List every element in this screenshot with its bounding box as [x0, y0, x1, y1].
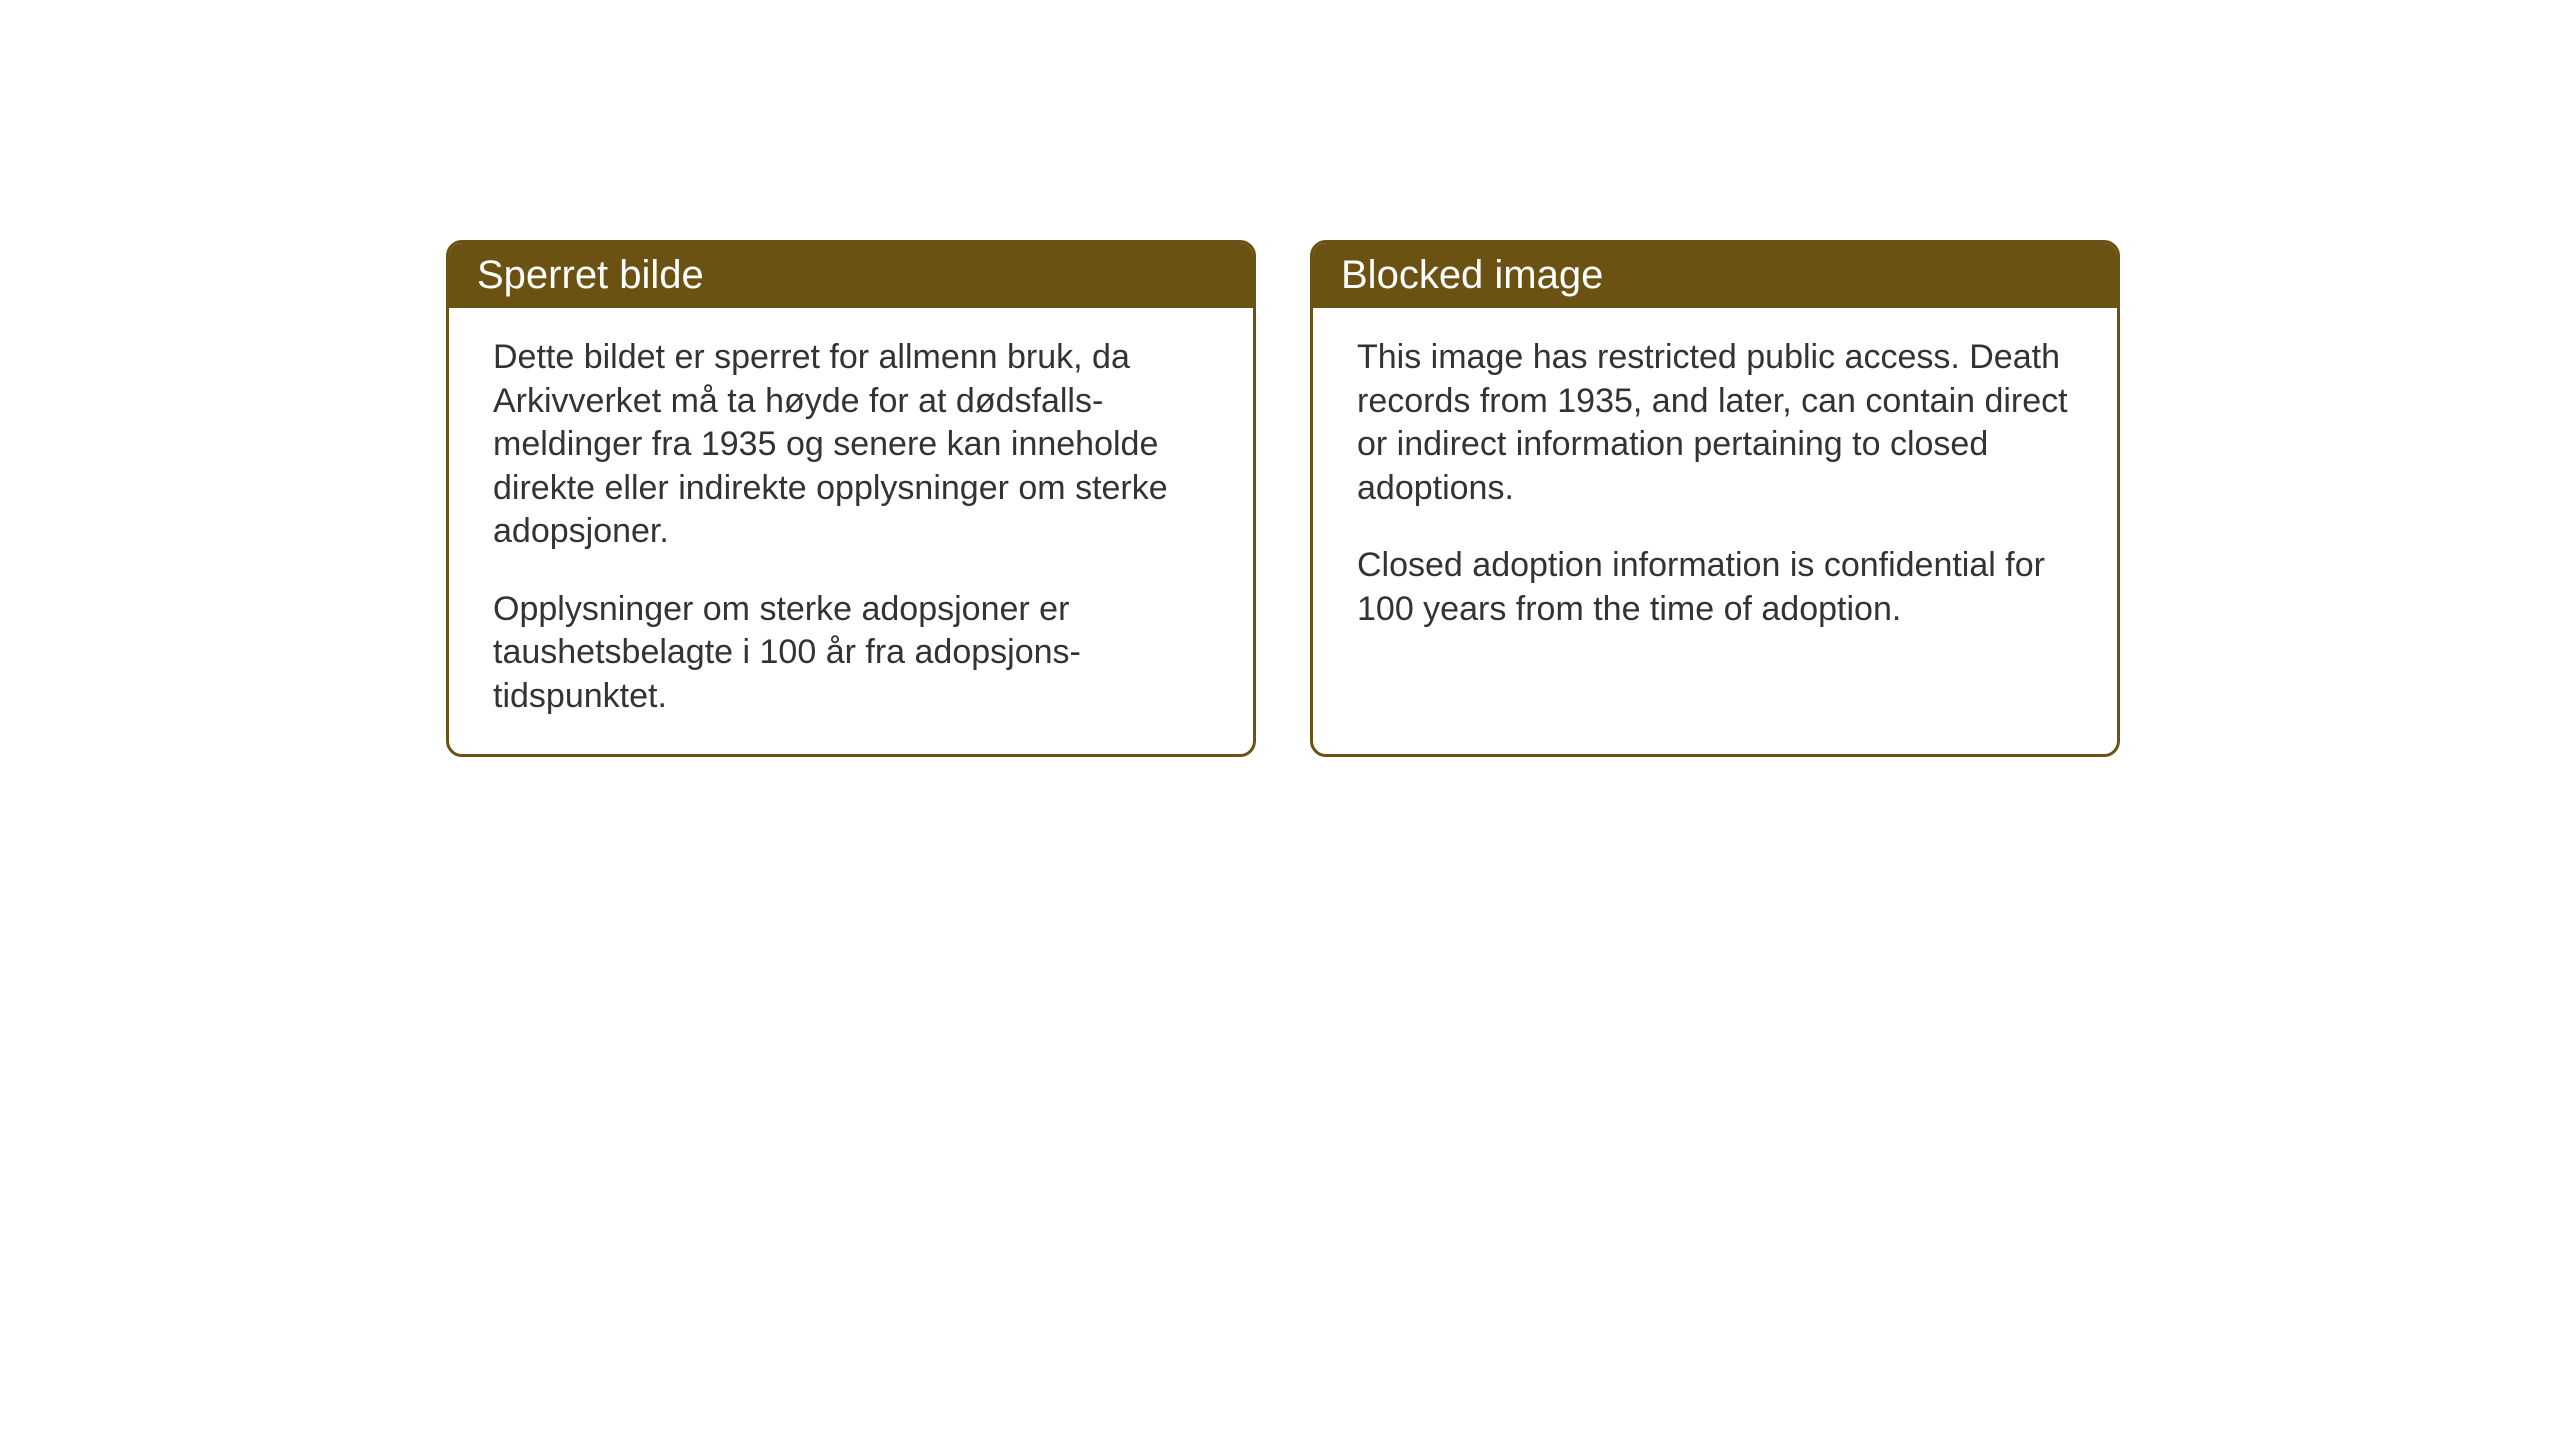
- norwegian-notice-body: Dette bildet er sperret for allmenn bruk…: [449, 308, 1253, 754]
- english-notice-body: This image has restricted public access.…: [1313, 308, 2117, 708]
- english-notice-box: Blocked image This image has restricted …: [1310, 240, 2120, 757]
- notice-container: Sperret bilde Dette bildet er sperret fo…: [446, 240, 2120, 757]
- english-paragraph-1: This image has restricted public access.…: [1357, 336, 2073, 510]
- norwegian-paragraph-2: Opplysninger om sterke adopsjoner er tau…: [493, 588, 1209, 719]
- english-paragraph-2: Closed adoption information is confident…: [1357, 544, 2073, 631]
- norwegian-paragraph-1: Dette bildet er sperret for allmenn bruk…: [493, 336, 1209, 554]
- english-notice-title: Blocked image: [1313, 243, 2117, 308]
- norwegian-notice-title: Sperret bilde: [449, 243, 1253, 308]
- norwegian-notice-box: Sperret bilde Dette bildet er sperret fo…: [446, 240, 1256, 757]
